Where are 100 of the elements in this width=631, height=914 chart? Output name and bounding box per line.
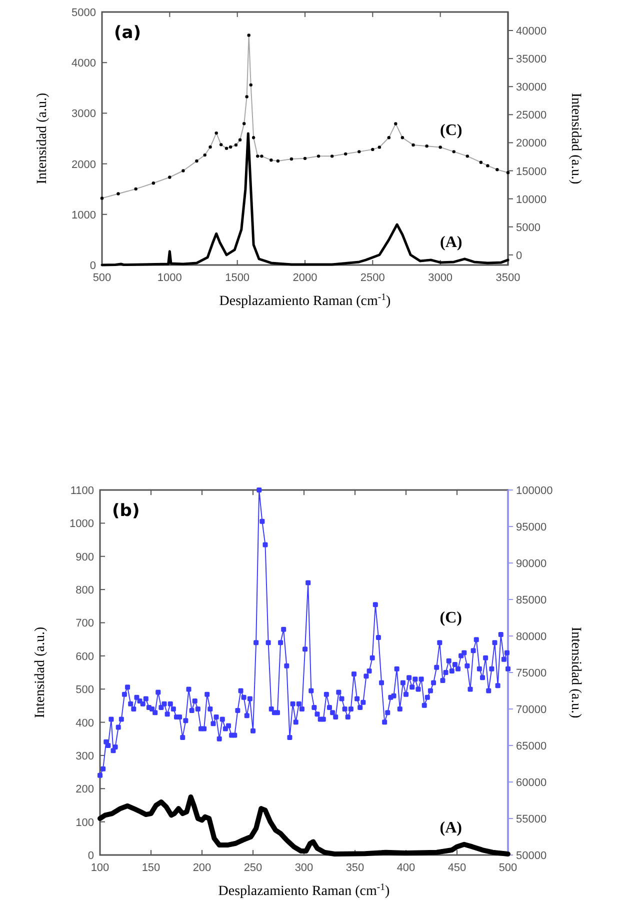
point: [152, 182, 156, 185]
y2-tick-label: 15000: [516, 166, 547, 178]
point: [496, 168, 499, 172]
point: [116, 192, 120, 196]
point: [330, 154, 334, 158]
y2-tick-label: 25000: [516, 110, 547, 122]
y-tick-label: 900: [76, 551, 94, 564]
x-tick-label: 450: [448, 862, 466, 874]
x-tick-label: 250: [244, 862, 262, 874]
point: [486, 164, 490, 168]
y-tick-label: 100: [76, 816, 94, 829]
y-tick-label: 500: [76, 684, 94, 696]
point: [168, 176, 172, 179]
point: [245, 95, 248, 98]
x-axis-title: Desplazamiento Raman (cm$^{-1}$): [218, 882, 390, 899]
annotation: (a): [114, 23, 142, 43]
y-tick-label: 200: [76, 784, 94, 796]
x-tick-label: 500: [498, 862, 518, 874]
point: [214, 131, 218, 135]
x-tick-label: 300: [294, 862, 314, 874]
y2-tick-label: 75000: [516, 668, 547, 680]
point: [219, 143, 223, 146]
x-tick-label: 2000: [292, 272, 318, 284]
y2-tick-label: 5000: [516, 222, 540, 234]
x-tick-label: 150: [142, 862, 160, 874]
point: [400, 136, 404, 140]
y2-tick-label: 40000: [516, 26, 547, 38]
series-label: (C): [440, 610, 462, 627]
x-tick-label: 1500: [225, 272, 250, 284]
point: [260, 154, 264, 158]
point: [466, 154, 469, 158]
point: [316, 154, 320, 158]
y2-tick-label: 65000: [516, 740, 547, 752]
y2-tick-label: 50000: [516, 850, 547, 862]
y2-tick-label: 90000: [516, 558, 547, 570]
point: [228, 145, 232, 149]
series-label: (C): [440, 122, 462, 140]
point: [208, 145, 212, 149]
y-tick-label: 1000: [70, 518, 94, 530]
annotation: (b): [112, 501, 140, 521]
y-tick-label: 4000: [72, 58, 96, 70]
point: [303, 156, 307, 160]
y2-axis-title: Intensidad (a.u.): [568, 92, 583, 185]
y-tick-label: 700: [76, 618, 94, 630]
y-tick-label: 300: [76, 750, 94, 762]
y2-tick-label: 80000: [516, 631, 547, 643]
y-tick-label: 3000: [72, 108, 96, 120]
x-tick-label: 2500: [360, 272, 385, 284]
point: [224, 146, 228, 150]
x-tick-label: 3000: [428, 272, 453, 284]
point: [238, 138, 242, 142]
y-tick-label: 2000: [72, 158, 96, 171]
y-tick-label: 400: [76, 717, 94, 730]
point: [452, 150, 456, 154]
y2-tick-label: 85000: [516, 594, 547, 606]
y2-tick-label: 100000: [516, 485, 553, 497]
y2-tick-label: 95000: [516, 522, 547, 534]
x-tick-label: 200: [192, 862, 212, 874]
y2-tick-label: 30000: [516, 82, 547, 94]
point: [100, 196, 104, 200]
point: [506, 171, 510, 174]
x-tick-label: 350: [346, 862, 364, 874]
point: [252, 136, 256, 140]
y-tick-label: 0: [90, 260, 96, 272]
point: [387, 136, 391, 140]
point: [182, 169, 185, 172]
y2-tick-label: 70000: [516, 704, 547, 716]
point: [256, 154, 260, 158]
point: [203, 153, 206, 157]
point: [249, 83, 252, 87]
y2-tick-label: 55000: [516, 814, 547, 826]
point: [479, 160, 483, 164]
x-tick-label: 1000: [157, 272, 182, 284]
y-tick-label: 1100: [70, 485, 94, 497]
point: [290, 157, 294, 161]
y-tick-label: 0: [88, 850, 94, 862]
point: [425, 144, 428, 148]
point: [134, 187, 138, 191]
y-tick-label: 5000: [72, 7, 96, 19]
y-axis-title: Intensidad (a.u.): [35, 92, 50, 184]
point: [276, 159, 280, 163]
x-tick-label: 400: [396, 862, 416, 874]
y2-tick-label: 20000: [516, 138, 547, 150]
x-tick-label: 3500: [496, 272, 520, 284]
y-tick-label: 800: [76, 584, 94, 597]
point: [242, 122, 246, 126]
series-label: (A): [440, 819, 462, 836]
y2-tick-label: 0: [516, 250, 522, 262]
y2-axis-title: Intensidad (a.u.): [568, 626, 583, 719]
point: [247, 34, 250, 37]
y2-tick-label: 10000: [516, 194, 547, 206]
y-axis-title: Intensidad (a.u.): [33, 626, 48, 718]
point: [344, 152, 348, 156]
y-tick-label: 1000: [72, 209, 96, 222]
y2-tick-label: 35000: [516, 54, 547, 66]
y2-tick-label: 60000: [516, 777, 547, 789]
point: [378, 146, 382, 149]
point: [195, 159, 198, 163]
x-axis-title: Desplazamiento Raman (cm$^{-1}$): [219, 292, 392, 309]
point: [270, 158, 273, 162]
